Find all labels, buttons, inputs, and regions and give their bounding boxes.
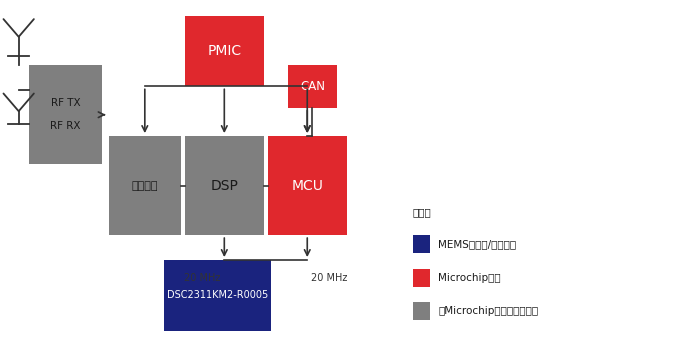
Bar	[164, 260, 271, 331]
Text: Microchip产品: Microchip产品	[438, 273, 501, 283]
Bar	[413, 302, 430, 320]
Text: 射频基带: 射频基带	[132, 181, 158, 191]
Text: 非Microchip提供的其他功能: 非Microchip提供的其他功能	[438, 306, 539, 316]
Bar	[413, 235, 430, 253]
Bar	[185, 136, 264, 235]
Bar	[29, 65, 101, 164]
Text: 图例：: 图例：	[413, 207, 432, 217]
Bar	[413, 269, 430, 287]
Text: CAN: CAN	[300, 80, 325, 93]
Text: PMIC: PMIC	[208, 44, 242, 58]
Bar	[288, 65, 337, 108]
Text: MEMS振荡器/时钟产品: MEMS振荡器/时钟产品	[438, 239, 516, 249]
Bar	[267, 136, 347, 235]
Text: MCU: MCU	[291, 178, 323, 192]
Bar	[108, 136, 181, 235]
Text: DSP: DSP	[210, 178, 238, 192]
Text: 20 MHz: 20 MHz	[185, 273, 221, 283]
Text: RF TX

RF RX: RF TX RF RX	[50, 98, 81, 131]
Bar	[185, 16, 264, 86]
Text: DSC2311KM2-R0005: DSC2311KM2-R0005	[167, 290, 268, 300]
Text: 20 MHz: 20 MHz	[311, 273, 347, 283]
